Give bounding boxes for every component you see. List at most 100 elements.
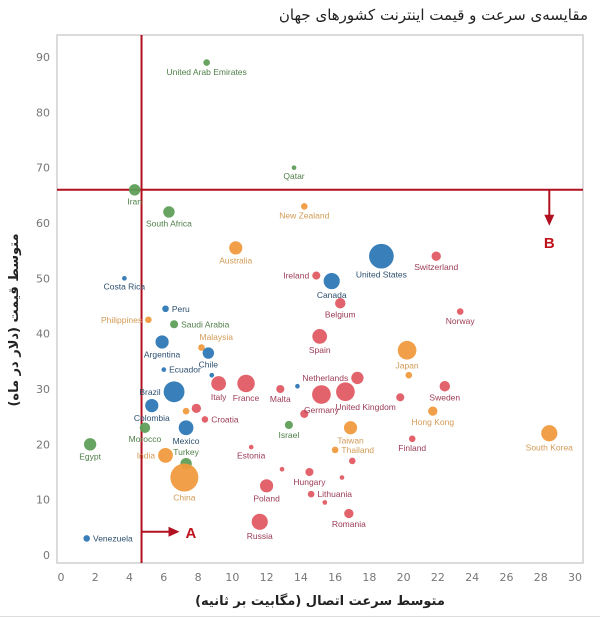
point-label: Estonia <box>237 450 266 460</box>
point-label: Thailand <box>341 445 374 455</box>
point-label: United Kingdom <box>335 402 395 412</box>
point-label: Germany <box>304 405 340 415</box>
point-south-korea <box>541 425 558 442</box>
x-tick-label: 4 <box>126 571 133 584</box>
point-label: United Arab Emirates <box>166 67 246 77</box>
point-italy <box>211 376 227 391</box>
y-tick-label: 0 <box>43 549 50 562</box>
point-france <box>237 374 255 393</box>
point-label: Argentina <box>144 350 181 360</box>
point-label: France <box>233 393 260 403</box>
point-lithuania <box>307 490 315 498</box>
point-unlabeled <box>405 371 413 379</box>
point-peru <box>162 305 169 313</box>
point-label: Croatia <box>211 414 239 424</box>
point-unlabeled <box>182 407 190 415</box>
point-labels: United Arab Emirates Qatar Iran South Afric… <box>79 67 573 544</box>
point-label: Canada <box>317 290 347 300</box>
annotation-label: B <box>544 235 555 252</box>
point-mexico <box>178 420 194 436</box>
arrow-right-icon <box>168 526 180 537</box>
point-label: Australia <box>219 256 252 266</box>
point-label: Peru <box>172 304 190 314</box>
point-label: Turkey <box>173 447 199 457</box>
y-tick-label: 70 <box>36 162 50 175</box>
arrow-down-icon <box>544 214 555 226</box>
point-label: India <box>137 450 156 460</box>
point-hungary <box>305 467 314 477</box>
x-tick-label: 22 <box>431 571 445 584</box>
y-tick-label: 50 <box>36 272 50 285</box>
point-label: Colombia <box>134 413 170 423</box>
x-tick-label: 2 <box>92 571 99 584</box>
point-poland <box>260 479 274 493</box>
x-tick-label: 24 <box>465 571 479 584</box>
x-tick-label: 30 <box>568 571 582 584</box>
point-unlabeled <box>209 372 215 378</box>
point-label: Norway <box>446 316 476 326</box>
x-tick-label: 20 <box>397 571 411 584</box>
point-label: Japan <box>396 361 419 371</box>
point-sweden <box>439 381 451 392</box>
point-label: Israel <box>278 430 299 440</box>
x-tick-label: 16 <box>328 571 342 584</box>
annotation-b: B <box>544 189 555 252</box>
annotation-a: A <box>141 525 197 542</box>
point-iran <box>128 184 141 196</box>
y-tick-label: 90 <box>36 51 50 64</box>
point-unlabeled <box>295 383 300 389</box>
point-chile <box>202 347 215 359</box>
y-tick-label: 30 <box>36 383 50 396</box>
point-japan <box>397 340 417 360</box>
point-label: Mexico <box>173 436 200 446</box>
point-label: Ireland <box>283 271 309 281</box>
point-unlabeled <box>191 403 202 414</box>
point-unlabeled <box>339 475 345 480</box>
point-brazil <box>163 381 185 403</box>
point-netherlands <box>351 371 364 385</box>
x-tick-label: 14 <box>294 571 308 584</box>
point-label: Ecuador <box>169 365 201 375</box>
point-switzerland <box>431 251 441 261</box>
y-tick-label: 60 <box>36 217 50 230</box>
point-australia <box>229 241 243 255</box>
point-label: Venezuela <box>93 533 133 543</box>
point-thailand <box>331 446 339 454</box>
point-colombia <box>145 399 159 413</box>
point-label: Russia <box>247 531 273 541</box>
point-china <box>170 463 199 492</box>
axes: 0 2 4 6 8 10 12 14 16 18 20 22 24 26 28 300102030405060… <box>36 51 582 584</box>
y-tick-label: 20 <box>36 438 50 451</box>
point-label: Taiwan <box>337 435 364 445</box>
point-label: Egypt <box>79 452 101 462</box>
point-estonia <box>248 444 254 450</box>
point-label: Philippines <box>101 315 142 325</box>
point-label: South Africa <box>146 219 192 229</box>
x-axis-label: متوسط سرعت اتصال (مگابیت بر ثانیه) <box>195 593 445 609</box>
point-label: Hungary <box>293 477 326 487</box>
point-egypt <box>83 438 97 451</box>
point-label: China <box>173 493 195 503</box>
point-label: New Zealand <box>279 211 329 221</box>
point-romania <box>344 508 354 519</box>
point-ecuador <box>161 367 167 372</box>
point-label: Poland <box>253 493 280 503</box>
point-russia <box>251 513 268 530</box>
point-morocco <box>139 422 151 433</box>
point-unlabeled <box>348 457 356 465</box>
point-new-zealand <box>300 203 308 210</box>
point-label: Hong Kong <box>412 417 455 427</box>
point-label: Romania <box>332 519 366 529</box>
point-label: Italy <box>211 392 227 402</box>
point-spain <box>312 329 328 344</box>
point-germany <box>312 385 331 404</box>
point-united-kingdom <box>336 382 355 402</box>
point-unlabeled <box>396 393 405 402</box>
point-qatar <box>291 165 297 171</box>
plot-border <box>56 34 584 564</box>
point-hong-kong <box>428 406 438 416</box>
point-label: Costa Rica <box>104 282 146 292</box>
point-label: Spain <box>309 345 331 355</box>
point-label: Saudi Arabia <box>181 319 229 329</box>
